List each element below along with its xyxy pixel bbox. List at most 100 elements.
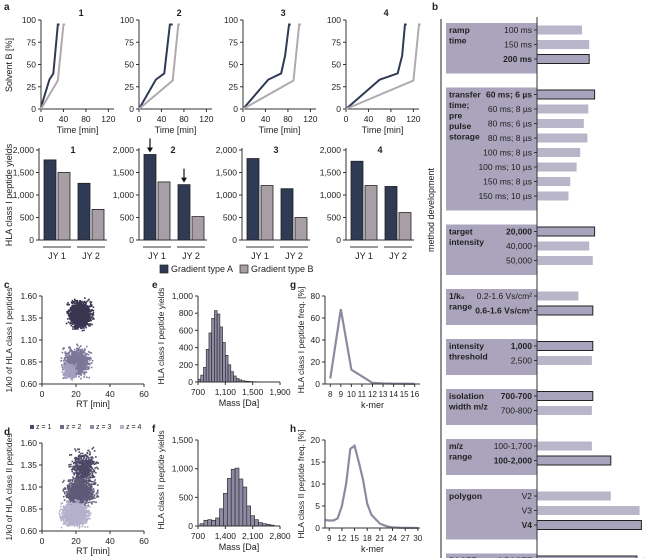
scatter-point <box>61 351 64 354</box>
scatter-point <box>76 326 79 329</box>
scatter-point <box>77 318 80 320</box>
x-tick-label: 0 <box>137 114 142 124</box>
scatter-point <box>93 476 96 478</box>
scatter-point <box>77 474 80 477</box>
scatter-point <box>76 312 79 315</box>
scatter-point <box>82 497 84 500</box>
scatter-point <box>78 463 80 465</box>
scatter-point <box>92 468 95 471</box>
scatter-point <box>80 479 82 481</box>
scatter-point <box>68 376 71 378</box>
scatter-point <box>89 480 92 482</box>
scatter-point <box>85 323 87 326</box>
scatter-point <box>75 317 78 320</box>
scatter-point <box>75 478 77 480</box>
scatter-point <box>67 524 70 527</box>
scatter-point <box>86 526 89 528</box>
gradient-a-line <box>138 23 173 110</box>
scatter-point <box>83 473 86 475</box>
scatter-point <box>96 494 99 497</box>
scatter-point <box>73 309 76 312</box>
scatter-point <box>73 368 75 370</box>
scatter-point <box>73 500 75 503</box>
x-tick-label: 80 <box>81 114 91 124</box>
y-tick-label: 1.10 <box>20 335 37 345</box>
scatter-point <box>90 301 93 304</box>
scatter-point <box>85 501 87 504</box>
scatter-point <box>79 476 82 479</box>
scatter-point <box>74 353 76 355</box>
scatter-point <box>64 354 67 356</box>
scatter-point <box>81 353 83 356</box>
x-tick-label: 120 <box>303 114 317 124</box>
scatter-point <box>70 320 73 323</box>
scatter-point <box>96 491 99 493</box>
category-label: JY 1 <box>148 251 166 261</box>
scatter-point <box>73 301 76 303</box>
scatter-point <box>86 306 89 309</box>
scatter-point <box>87 353 90 356</box>
scatter-point <box>75 305 78 308</box>
scatter-point <box>75 314 77 316</box>
scatter-point <box>87 471 89 474</box>
scatter-point <box>73 364 75 367</box>
scatter-point <box>89 491 91 494</box>
scatter-point <box>86 470 89 472</box>
scatter-point <box>70 310 72 312</box>
scatter-point <box>60 512 63 514</box>
scatter-point <box>97 495 100 498</box>
scatter-point <box>84 308 87 311</box>
scatter-point <box>67 371 69 373</box>
scatter-point <box>76 344 79 347</box>
scatter-point <box>66 352 69 355</box>
scatter-point <box>68 493 71 496</box>
bar-option <box>537 241 590 251</box>
scatter-point <box>76 365 79 368</box>
scatter-point <box>65 491 68 493</box>
scatter-point <box>71 491 74 493</box>
scatter-point <box>68 484 71 487</box>
scatter-point <box>79 303 81 305</box>
scatter-point <box>87 472 89 475</box>
scatter-point <box>73 320 76 322</box>
scatter-point <box>80 301 82 304</box>
x-axis-label: Time [min] <box>57 125 99 135</box>
scatter-point <box>73 494 75 496</box>
scatter-point <box>65 362 68 365</box>
scatter-point <box>74 328 76 330</box>
scatter-point <box>86 479 88 482</box>
scatter-point <box>81 318 84 321</box>
scatter-point <box>68 351 70 354</box>
scatter-point <box>86 319 88 321</box>
scatter-point <box>82 325 85 328</box>
scatter-point <box>85 363 87 365</box>
scatter-point <box>83 329 85 332</box>
scatter-point <box>78 487 81 490</box>
scatter-point <box>65 496 68 499</box>
bar-gradient-a <box>177 184 191 241</box>
scatter-point <box>67 492 69 495</box>
scatter-point <box>76 372 79 375</box>
scatter-point <box>74 317 77 320</box>
scatter-point <box>89 356 92 359</box>
scatter-point <box>76 496 79 499</box>
scatter-point <box>82 317 85 319</box>
scatter-point <box>81 360 84 363</box>
scatter-point <box>91 474 93 477</box>
scatter-point <box>75 465 78 468</box>
scatter-point <box>74 376 76 379</box>
scatter-point <box>83 315 85 317</box>
scatter-point <box>90 483 93 486</box>
scatter-point <box>72 364 74 367</box>
scatter-point <box>72 487 74 490</box>
scatter-point <box>89 323 92 325</box>
scatter-point <box>81 317 83 319</box>
scatter-point <box>64 362 67 364</box>
scatter-point <box>84 503 86 506</box>
group-name: target <box>449 227 473 237</box>
scatter-point <box>70 322 73 325</box>
scatter-point <box>78 448 81 451</box>
scatter-point <box>75 353 78 355</box>
scatter-point <box>82 368 85 371</box>
scatter-point <box>86 465 89 467</box>
